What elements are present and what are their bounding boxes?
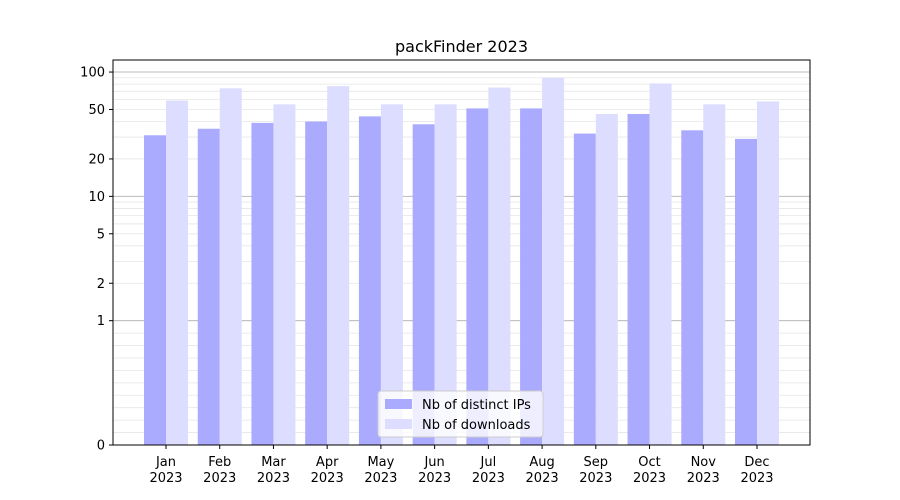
- x-tick-label: Jul 2023: [472, 455, 505, 486]
- bar-distinct-ips: [627, 113, 650, 445]
- bars: [144, 77, 779, 446]
- x-tick-label: Jun 2023: [418, 455, 451, 486]
- bar-distinct-ips: [412, 124, 435, 445]
- x-tick-label: Mar 2023: [257, 455, 290, 486]
- y-tick-label: 1: [97, 314, 105, 329]
- bar-distinct-ips: [358, 116, 381, 445]
- x-tick-label: Dec 2023: [740, 455, 773, 486]
- x-tick-label: Oct 2023: [633, 455, 666, 486]
- legend-swatch: [385, 419, 412, 429]
- y-tick-label: 100: [80, 66, 105, 81]
- y-tick-label: 5: [97, 227, 105, 242]
- x-tick-label: Aug 2023: [526, 455, 559, 486]
- bar-distinct-ips: [466, 108, 489, 446]
- bar-distinct-ips: [144, 135, 166, 446]
- bar-distinct-ips: [681, 130, 704, 445]
- bar-downloads: [273, 104, 296, 445]
- y-tick-label: 2: [97, 277, 105, 292]
- bar-downloads: [166, 100, 188, 446]
- bar-downloads: [703, 104, 726, 445]
- legend-label: Nb of distinct IPs: [422, 398, 531, 413]
- bar-downloads: [757, 101, 779, 445]
- chart-title: packFinder 2023: [395, 37, 528, 56]
- bar-downloads: [649, 83, 672, 446]
- bar-downloads: [595, 113, 618, 445]
- bar-distinct-ips: [305, 121, 328, 446]
- bar-downloads: [488, 87, 511, 445]
- bar-downloads: [327, 86, 350, 446]
- plot-frame: [112, 59, 811, 446]
- legend: Nb of distinct IPs Nb of downloads: [377, 390, 544, 438]
- legend-label: Nb of downloads: [422, 418, 531, 433]
- axes: 0 1 2 5 10 20 50 100 Jan 2023 Feb 2023 Mar 2023 Apr 202…: [80, 66, 773, 486]
- bar-downloads: [219, 88, 242, 446]
- legend-box: [377, 390, 544, 438]
- y-tick-label: 0: [97, 439, 105, 454]
- bar-downloads: [542, 77, 565, 446]
- y-tick-label: 10: [88, 190, 105, 205]
- bar-distinct-ips: [735, 138, 757, 445]
- bar-distinct-ips: [197, 128, 220, 445]
- bar-downloads: [380, 104, 403, 445]
- x-tick-label: Jan 2023: [149, 455, 182, 486]
- x-tick-label: Nov 2023: [687, 455, 720, 486]
- x-tick-label: May 2023: [364, 455, 397, 486]
- x-tick-label: Apr 2023: [311, 455, 344, 486]
- bar-distinct-ips: [251, 122, 274, 445]
- bar-distinct-ips: [573, 133, 596, 445]
- x-tick-label: Sep 2023: [579, 455, 612, 486]
- y-tick-label: 50: [88, 103, 105, 118]
- legend-swatch: [385, 399, 412, 409]
- bar-distinct-ips: [520, 108, 543, 446]
- x-tick-label: Feb 2023: [203, 455, 236, 486]
- bar-downloads: [434, 104, 457, 445]
- y-tick-label: 20: [88, 152, 105, 167]
